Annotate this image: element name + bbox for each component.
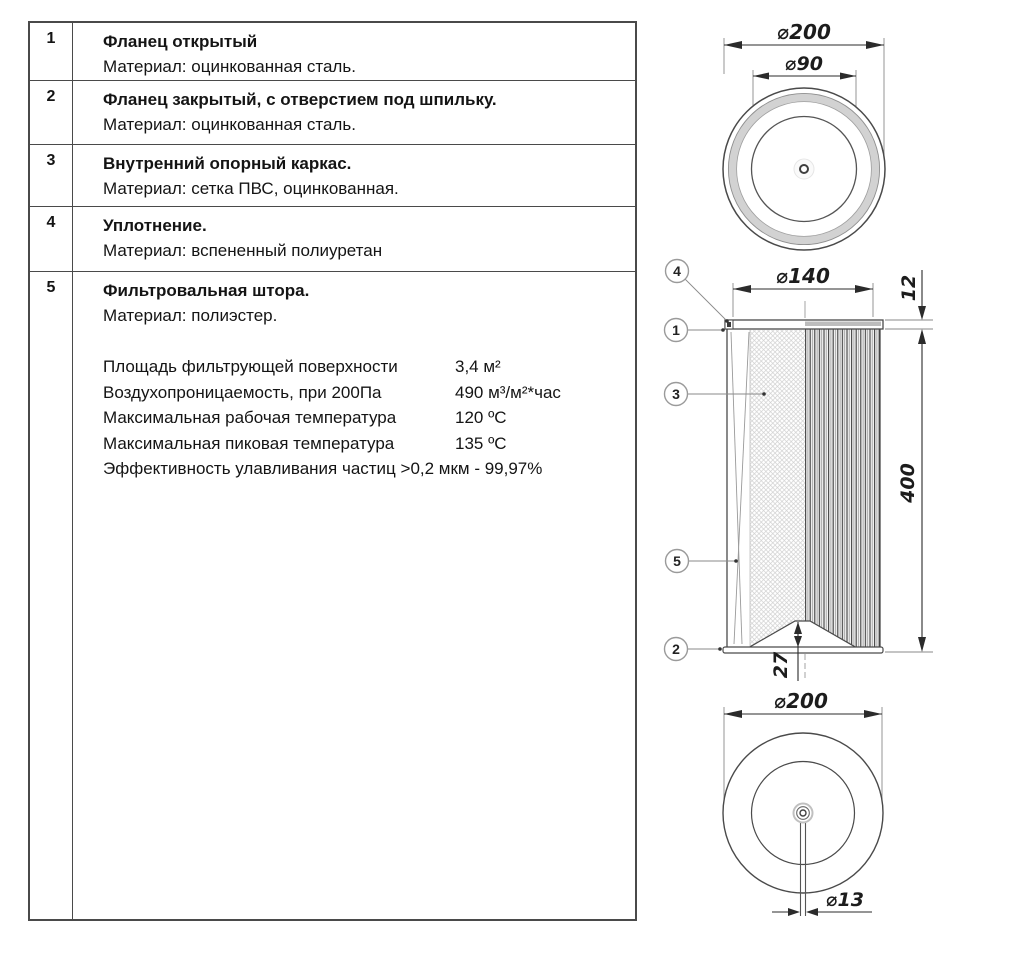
table-row: 1 Фланец открытый Материал: оцинкованная… bbox=[30, 23, 635, 81]
balloon-2: 2 bbox=[663, 636, 689, 662]
bottom-cone bbox=[750, 621, 855, 647]
dim-label-body-height: 400 bbox=[897, 463, 919, 504]
row-number: 2 bbox=[30, 81, 73, 144]
front-view-dim-140: ⌀140 bbox=[732, 264, 874, 317]
spec-value: 3,4 м² bbox=[455, 357, 501, 376]
support-mesh-area bbox=[750, 330, 805, 647]
bottom-flange bbox=[722, 646, 884, 654]
svg-text:4: 4 bbox=[673, 263, 681, 279]
row-number: 4 bbox=[30, 207, 73, 271]
row-description: Материал: вспененный полиуретан bbox=[103, 241, 383, 260]
top-view-dim-90: ⌀90 bbox=[753, 53, 856, 80]
svg-text:2: 2 bbox=[672, 641, 680, 657]
spec-label: Воздухопроницаемость, при 200Па bbox=[103, 382, 382, 402]
balloon-4: 4 bbox=[664, 258, 690, 284]
dim-label-inner-diameter: ⌀90 bbox=[785, 53, 823, 75]
dim-label-outer-diameter: ⌀200 bbox=[777, 20, 831, 44]
efficiency-note: Эффективность улавливания частиц >0,2 мк… bbox=[103, 459, 543, 478]
balloon-callouts: 4 1 3 5 2 bbox=[663, 258, 766, 662]
row-description: Материал: полиэстер. bbox=[103, 306, 278, 325]
dim-label-stud-diameter: ⌀13 bbox=[826, 889, 864, 911]
row-description: Материал: сетка ПВС, оцинкованная. bbox=[103, 179, 399, 198]
svg-text:3: 3 bbox=[672, 386, 680, 402]
dim-label-cone-height: 27 bbox=[770, 651, 792, 678]
row-title: Фильтровальная штора. bbox=[103, 281, 310, 300]
front-view: ⌀140 12 400 bbox=[663, 258, 933, 681]
table-row: 2 Фланец закрытый, с отверстием под шпил… bbox=[30, 81, 635, 145]
dim-label-flange-diameter: ⌀140 bbox=[776, 264, 830, 288]
table-row: 4 Уплотнение. Материал: вспененный полиу… bbox=[30, 207, 635, 272]
top-view: ⌀200 ⌀90 bbox=[722, 20, 886, 251]
row-number: 1 bbox=[30, 23, 73, 80]
bottom-view: ⌀200 ⌀13 bbox=[722, 689, 884, 916]
top-view-dim-200: ⌀200 bbox=[724, 20, 884, 49]
balloon-1: 1 bbox=[663, 317, 689, 343]
row-title: Фланец открытый bbox=[103, 32, 258, 51]
spec-label: Площадь фильтрующей поверхности bbox=[103, 357, 398, 376]
spec-label: Максимальная рабочая температура bbox=[103, 408, 397, 427]
top-flange bbox=[724, 319, 884, 330]
spec-value: 490 м³/м²*час bbox=[455, 382, 561, 402]
component-table: 1 Фланец открытый Материал: оцинкованная… bbox=[28, 21, 637, 921]
spec-label: Максимальная пиковая температура bbox=[103, 433, 395, 453]
bottom-view-dim-13: ⌀13 bbox=[772, 889, 872, 916]
table-row: 5 Фильтровальная штора. Материал: полиэс… bbox=[30, 272, 635, 919]
dim-label-flange-height: 12 bbox=[898, 275, 920, 301]
row-title: Уплотнение. bbox=[103, 216, 207, 235]
row-number: 3 bbox=[30, 145, 73, 206]
spec-value: 120 ºС bbox=[455, 408, 507, 427]
dim-label-bottom-diameter: ⌀200 bbox=[774, 689, 828, 713]
front-view-dim-27: 27 bbox=[770, 622, 802, 681]
row-title: Фланец закрытый, с отверстием под шпильк… bbox=[103, 90, 497, 109]
balloon-5: 5 bbox=[664, 548, 690, 574]
front-view-dim-400: 400 bbox=[897, 329, 926, 652]
pleated-media-area bbox=[805, 329, 880, 647]
spec-value: 135 ºС bbox=[455, 433, 507, 453]
filter-specifications: Площадь фильтрующей поверхности 3,4 м² Во… bbox=[103, 354, 627, 482]
svg-text:1: 1 bbox=[672, 322, 680, 338]
front-view-dim-12: 12 bbox=[898, 270, 926, 320]
bottom-view-dim-200: ⌀200 bbox=[724, 689, 882, 718]
balloon-3: 3 bbox=[663, 381, 689, 407]
row-description: Материал: оцинкованная сталь. bbox=[103, 57, 356, 76]
row-title: Внутренний опорный каркас. bbox=[103, 154, 352, 173]
table-row: 3 Внутренний опорный каркас. Материал: с… bbox=[30, 145, 635, 207]
row-description: Материал: оцинкованная сталь. bbox=[103, 115, 356, 134]
svg-text:5: 5 bbox=[673, 553, 681, 569]
row-number: 5 bbox=[30, 272, 73, 919]
